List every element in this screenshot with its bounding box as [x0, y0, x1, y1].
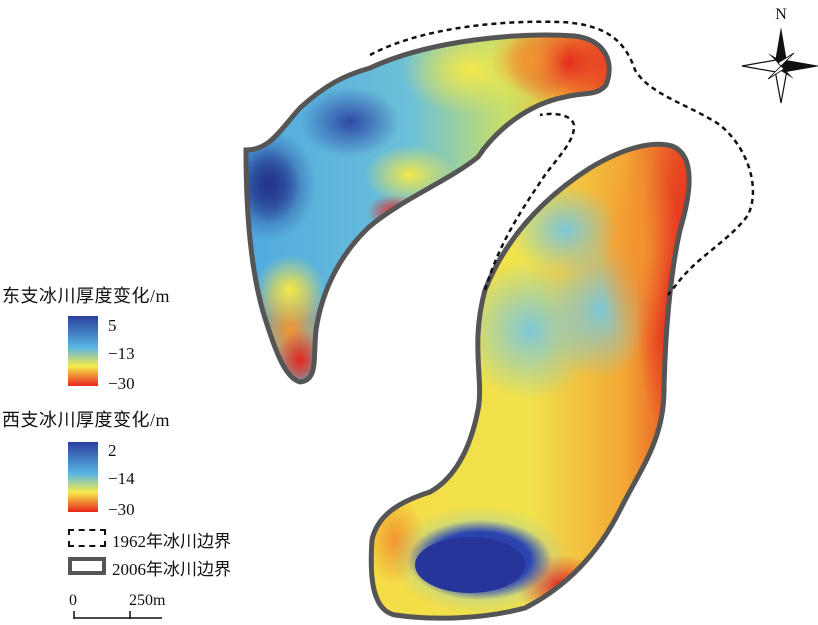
west-legend-min: −30 [108, 500, 135, 519]
north-arrow-icon [741, 27, 818, 104]
east-legend-mid: −13 [108, 344, 135, 363]
scale-bar [73, 611, 162, 619]
west-legend-color-ramp [68, 442, 98, 512]
north-label: N [775, 6, 787, 23]
boundary-1962-line [369, 20, 755, 296]
scale-bar-end: 250m [129, 592, 166, 609]
scale-bar-start: 0 [69, 592, 77, 609]
east-legend-max: 5 [108, 316, 117, 335]
west-legend-title: 西支冰川厚度变化/m [2, 410, 171, 430]
west-legend-max: 2 [108, 441, 117, 460]
east-legend-title: 东支冰川厚度变化/m [2, 286, 171, 306]
east-legend-color-ramp [68, 316, 98, 386]
boundary-1962-swatch [68, 529, 106, 547]
boundary-2006-swatch [68, 557, 106, 575]
west-branch-glacier [360, 140, 705, 625]
west-legend-mid: −14 [108, 469, 135, 488]
east-legend-min: −30 [108, 374, 135, 393]
boundary-1962-label: 1962年冰川边界 [112, 532, 231, 551]
boundary-2006-label: 2006年冰川边界 [112, 560, 231, 579]
